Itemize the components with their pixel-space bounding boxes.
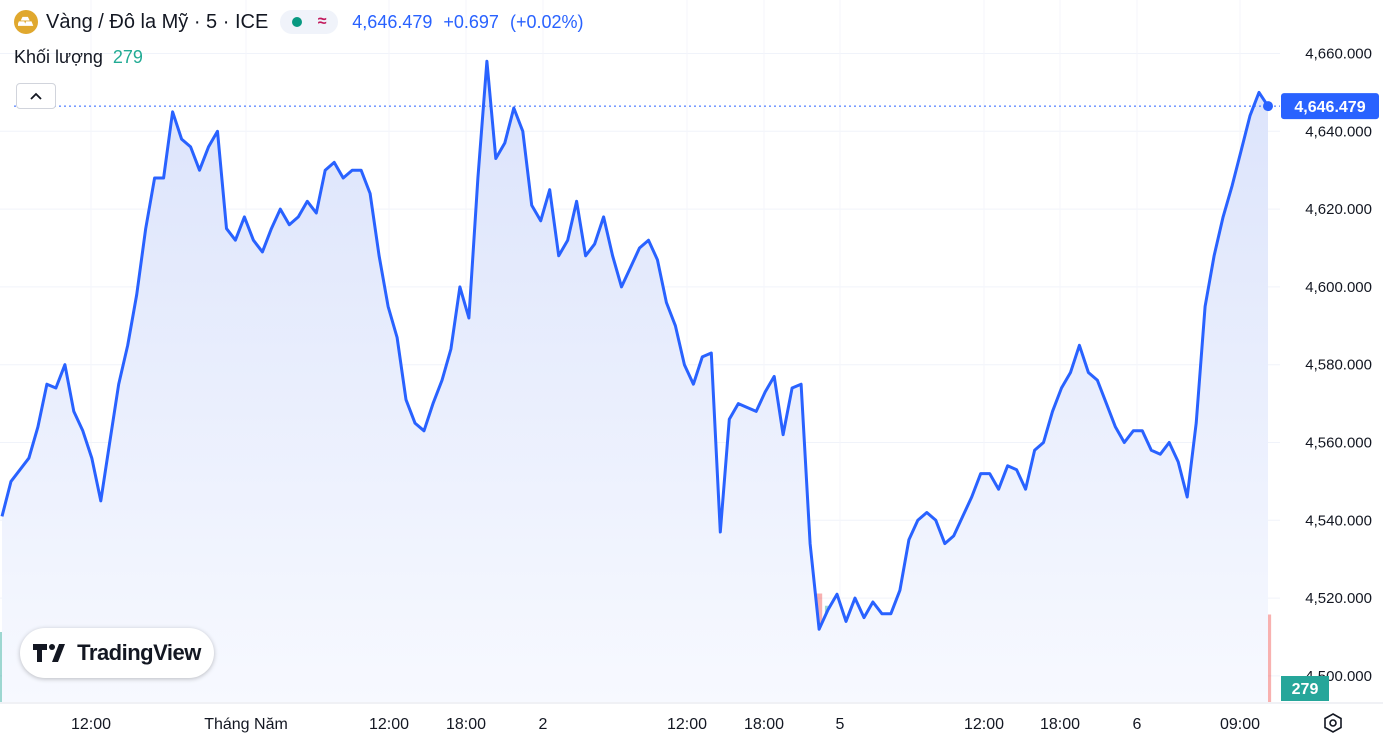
x-tick-label: 6: [1133, 716, 1142, 733]
volume-label: Khối lượng: [14, 47, 103, 67]
price-line: [0, 59, 1270, 631]
price-area: [2, 61, 1268, 703]
chevron-up-icon: [30, 92, 42, 100]
volume-badge-label: 279: [1292, 681, 1319, 698]
last-price-dot: [1263, 101, 1273, 112]
x-tick-label: 18:00: [744, 716, 784, 733]
collapse-legend-button[interactable]: [16, 83, 56, 109]
chart-settings-button[interactable]: [1321, 711, 1345, 735]
x-tick-label: Tháng Năm: [204, 716, 288, 733]
y-axis: 4,660.000 4,640.000 4,620.000 4,600.000 4,58…: [1305, 46, 1372, 685]
price-badge-label: 4,646.479: [1294, 99, 1365, 116]
y-tick-label: 4,600.000: [1305, 279, 1372, 296]
y-tick-label: 4,580.000: [1305, 357, 1372, 374]
price-quote: 4,646.479 +0.697 (+0.02%): [352, 12, 589, 33]
symbol-header: Vàng / Đô la Mỹ · 5 · ICE ≈ 4,646.479 +0…: [14, 8, 590, 36]
price-change: +0.697: [443, 11, 499, 32]
y-tick-label: 4,560.000: [1305, 435, 1372, 452]
y-tick-label: 4,660.000: [1305, 46, 1372, 63]
x-tick-label: 18:00: [1040, 716, 1080, 733]
volume-legend[interactable]: Khối lượng 279: [14, 47, 143, 68]
symbol-title[interactable]: Vàng / Đô la Mỹ · 5 · ICE: [46, 10, 269, 33]
last-price: 4,646.479: [352, 11, 433, 32]
tradingview-logo[interactable]: TradingView: [20, 628, 214, 678]
x-tick-label: 12:00: [667, 716, 707, 733]
x-tick-label: 5: [836, 716, 845, 733]
y-tick-label: 4,540.000: [1305, 512, 1372, 529]
x-tick-label: 12:00: [369, 716, 409, 733]
tradingview-logo-icon: [33, 644, 66, 662]
y-tick-label: 4,520.000: [1305, 590, 1372, 607]
volume-value: 279: [112, 47, 143, 67]
price-badge: 4,646.479: [1281, 93, 1379, 120]
market-open-dot-icon: [292, 17, 303, 27]
x-tick-label: 09:00: [1220, 716, 1260, 733]
settings-gear-icon: [1324, 713, 1342, 733]
volume-badge: 279: [1281, 676, 1329, 701]
x-tick-label: 12:00: [71, 716, 111, 733]
tradingview-logo-text: TradingView: [77, 640, 201, 665]
x-tick-label: 2: [539, 716, 548, 733]
price-change-percent: (+0.02%): [509, 11, 584, 32]
x-axis: 12:00 Tháng Năm 12:00 18:00 2 12:00 18:00 5 12:0…: [0, 702, 1383, 733]
market-status-pill[interactable]: ≈: [280, 10, 339, 34]
x-tick-label: 18:00: [446, 716, 486, 733]
y-tick-label: 4,620.000: [1305, 201, 1372, 218]
y-tick-label: 4,640.000: [1305, 123, 1372, 140]
x-tick-label: 12:00: [964, 716, 1004, 733]
gold-bar-icon: [14, 10, 38, 34]
approx-data-icon: ≈: [317, 13, 327, 30]
